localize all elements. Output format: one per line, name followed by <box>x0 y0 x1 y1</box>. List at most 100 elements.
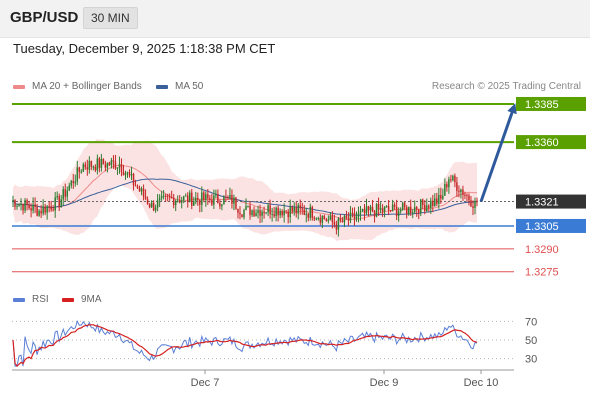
candle <box>261 209 263 223</box>
x-tick-label-0: Dec 7 <box>191 377 220 389</box>
candle <box>209 195 211 203</box>
candle <box>275 206 277 222</box>
legend-ma50-label: MA 50 <box>175 81 204 92</box>
candle <box>295 201 297 218</box>
candle <box>170 190 173 199</box>
candle <box>164 193 167 202</box>
candle <box>413 200 416 214</box>
candle <box>436 192 438 206</box>
candle <box>96 154 99 175</box>
candle <box>38 209 40 217</box>
candle <box>456 176 458 197</box>
candle <box>311 205 314 221</box>
candle <box>377 197 380 216</box>
candle <box>249 201 251 220</box>
candle <box>391 199 394 212</box>
candle <box>134 179 137 187</box>
candle <box>88 156 91 174</box>
candle <box>462 185 464 201</box>
candle <box>460 188 462 199</box>
candle <box>405 205 408 219</box>
candle <box>369 204 372 216</box>
candle <box>120 158 123 177</box>
x-tick-label-2: Dec 10 <box>464 377 499 389</box>
candle <box>415 205 418 217</box>
candle <box>464 191 466 200</box>
candle <box>178 195 181 204</box>
candle <box>281 209 283 218</box>
candle <box>180 196 183 209</box>
candle <box>428 204 430 212</box>
candle <box>323 214 326 220</box>
candle <box>52 205 54 212</box>
candle <box>56 191 58 200</box>
candle <box>64 183 66 201</box>
candle <box>201 186 203 212</box>
candle <box>138 185 141 192</box>
candle <box>345 210 348 220</box>
candle <box>128 169 131 178</box>
candle <box>215 189 217 199</box>
price-levels <box>12 102 514 273</box>
candle <box>40 205 42 218</box>
candle <box>263 206 265 219</box>
candle <box>223 195 225 205</box>
candle <box>293 202 295 216</box>
candle <box>114 154 117 170</box>
candle <box>438 187 440 209</box>
candle <box>472 200 474 216</box>
candle <box>211 193 213 206</box>
candle <box>419 198 422 217</box>
candle <box>108 161 111 166</box>
candle <box>100 153 103 172</box>
timeframe-button[interactable]: 30 MIN <box>83 7 138 29</box>
candle <box>60 194 62 208</box>
candle <box>199 199 201 213</box>
rsi-line <box>12 319 478 367</box>
candle <box>448 176 450 194</box>
candle <box>162 190 165 200</box>
candle <box>92 165 95 171</box>
candle <box>154 204 157 213</box>
legend-ma50: MA 50 <box>156 81 203 92</box>
candle <box>387 200 390 216</box>
candle <box>229 187 231 200</box>
candle <box>68 182 71 192</box>
candle <box>174 199 177 212</box>
candle <box>98 156 101 173</box>
candle <box>403 201 406 211</box>
candle <box>253 206 255 217</box>
candle <box>148 203 151 209</box>
candle <box>102 158 105 165</box>
candle <box>407 206 410 216</box>
forecast-arrow-line <box>479 103 517 203</box>
candle <box>140 186 143 196</box>
candle <box>363 203 366 221</box>
legend-rsi-label: RSI <box>32 294 49 305</box>
candle <box>375 203 378 218</box>
candle <box>279 208 281 219</box>
candle <box>80 169 83 174</box>
candle <box>50 200 52 212</box>
candle <box>28 201 30 210</box>
candle <box>84 161 87 170</box>
legend-9ma: 9MA <box>62 294 102 305</box>
candle <box>371 199 374 213</box>
candle <box>393 202 396 211</box>
candle <box>383 206 386 218</box>
candle <box>347 212 350 226</box>
ma50-swatch <box>156 84 168 89</box>
candle <box>46 205 48 220</box>
candle <box>14 199 16 210</box>
candle <box>116 167 119 176</box>
candle <box>450 174 452 183</box>
candle <box>442 188 444 201</box>
candle <box>317 216 320 221</box>
candle <box>339 214 342 223</box>
candle <box>245 198 247 211</box>
candle <box>265 212 267 215</box>
candle <box>307 212 310 222</box>
candle <box>195 191 197 205</box>
candle <box>219 199 221 210</box>
